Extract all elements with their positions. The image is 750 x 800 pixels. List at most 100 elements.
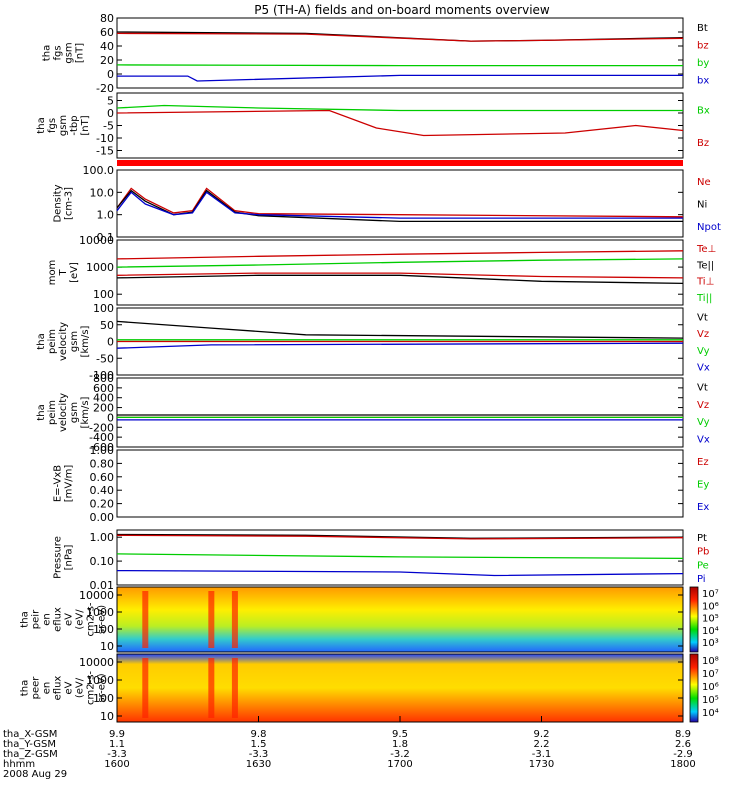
y-axis-label-line: peir — [31, 609, 42, 629]
x-row-label: hhmm — [3, 759, 35, 770]
legend-entry: Vt — [697, 383, 708, 394]
y-axis-label-line: tha — [20, 611, 31, 627]
colorbar-tick-label: 10⁴ — [702, 626, 719, 637]
y-axis-label-line: tha — [42, 45, 53, 61]
y-tick-label: 0.01 — [90, 579, 115, 592]
colorbar-tick-label: 10⁶ — [702, 682, 719, 693]
date-label: 2008 Aug 29 — [3, 769, 67, 780]
legend-entry: Vz — [697, 400, 709, 411]
legend-entry: Ti|| — [696, 293, 712, 304]
legend-entry: Bt — [697, 23, 708, 34]
series-pb — [116, 534, 684, 540]
y-axis-label-line: (eV/ — [75, 677, 86, 698]
series-ni — [116, 189, 683, 223]
series-ti- — [116, 250, 684, 260]
y-axis-label: momT[eV] — [47, 260, 80, 286]
y-axis-label-line: fgs — [47, 118, 58, 133]
y-axis-label-line: peim — [47, 329, 58, 354]
y-axis-label-line: eflux — [53, 607, 64, 632]
y-axis-label-line: -tbp — [69, 115, 80, 135]
y-tick-label: 100 — [93, 288, 114, 301]
panel-3: 100.0 10.0 1.0 0.1 Density[cm-3] Ne Ni Npot — [53, 164, 721, 244]
y-tick-label: 1.00 — [90, 531, 115, 544]
y-tick-label: 60 — [100, 26, 114, 39]
x-tick-label: 1630 — [246, 759, 271, 770]
y-axis-label: thapeirenefluxeV(eV/cm2-s-sr-eV) — [20, 602, 108, 636]
y-axis-label-line: [km/s] — [80, 325, 91, 357]
colorbar-frame — [689, 653, 699, 723]
y-tick-label: 10 — [100, 710, 114, 723]
y-axis-label-line: gsm — [64, 42, 75, 63]
y-axis-label-line: peer — [31, 676, 42, 700]
y-axis-label: E=-VxB[mV/m] — [53, 465, 75, 503]
x-tick-label: 1.5 — [251, 739, 267, 750]
x-tick-label: 1.8 — [392, 739, 408, 750]
y-axis-label-line: [nT] — [80, 115, 91, 135]
legend-entry: bz — [697, 40, 709, 51]
y-tick-label: -200 — [89, 421, 114, 434]
x-row-label: tha_Y-GSM — [3, 739, 56, 750]
series-te- — [116, 272, 684, 279]
series-bx — [117, 74, 683, 82]
y-tick-label: 0.80 — [90, 457, 115, 470]
series-pe — [116, 553, 684, 560]
x-tick-label: 2.6 — [675, 739, 691, 750]
x-tick-label: 8.9 — [675, 729, 691, 740]
x-tick-label: -3.1 — [532, 749, 552, 760]
y-tick-label: 1000 — [86, 261, 114, 274]
x-tick-label: 1700 — [387, 759, 412, 770]
x-tick-label: -2.9 — [673, 749, 693, 760]
legend-entry: Pb — [697, 547, 709, 558]
y-tick-label: -15 — [96, 145, 114, 158]
legend-entry: Ey — [697, 480, 709, 491]
y-axis-label-line: fgs — [53, 45, 64, 60]
x-tick-label: 9.8 — [251, 729, 267, 740]
series-npot — [116, 191, 683, 219]
y-tick-label: -50 — [96, 352, 114, 365]
x-tick-label: 1.1 — [109, 739, 125, 750]
colorbar-tick-label: 10⁶ — [702, 601, 719, 612]
y-axis-label-line: tha — [36, 333, 47, 349]
series-te-- — [116, 274, 684, 285]
legend-entry: Ez — [697, 457, 709, 468]
legend-entry: Ne — [697, 177, 711, 188]
legend-entry: Vz — [697, 329, 709, 340]
y-tick-label: 400 — [93, 392, 114, 405]
y-tick-label: -10 — [96, 132, 114, 145]
y-axis-label-line: [cm-3] — [64, 187, 75, 220]
y-tick-label: 1000 — [86, 606, 114, 619]
spectrogram-image — [117, 654, 683, 722]
y-tick-label: 0 — [107, 68, 114, 81]
y-axis-label: thapeerenefluxeV(eV/cm2-s-sr-eV) — [20, 671, 108, 705]
y-tick-label: 0.20 — [90, 498, 115, 511]
panel-2: 50-5-10-15 thafgsgsm-tbp[nT] Bx Bz — [36, 92, 710, 159]
y-tick-label: 10000 — [79, 656, 114, 669]
legend-entry: Vt — [697, 312, 708, 323]
series-ti-- — [116, 258, 684, 268]
y-tick-label: 200 — [93, 402, 114, 415]
legend-entry: Vy — [697, 346, 710, 357]
y-axis-label: thafgsgsm[nT] — [42, 42, 86, 63]
legend-entry: Npot — [697, 222, 721, 233]
y-axis-label-line: [eV] — [69, 262, 80, 283]
legend-entry: Pi — [697, 574, 706, 585]
y-axis-label-line: cm2-s- — [86, 671, 97, 705]
y-axis-label-line: velocity — [58, 322, 69, 361]
y-tick-label: 80 — [100, 12, 114, 25]
y-tick-label: 800 — [93, 372, 114, 385]
x-tick-label: 1730 — [529, 759, 554, 770]
y-axis-label: Pressure[nPa] — [53, 536, 75, 579]
x-tick-label: -3.3 — [107, 749, 127, 760]
colorbar-tick-label: 10⁸ — [702, 656, 719, 667]
y-axis-label-line: eV — [64, 681, 75, 694]
legend-entry: Pe — [697, 560, 709, 571]
series-bz — [116, 109, 684, 137]
colorbar-tick-label: 10⁷ — [702, 669, 719, 680]
panel-frame — [116, 586, 684, 653]
y-axis-label: thafgsgsm-tbp[nT] — [36, 115, 91, 136]
x-axis-table: tha_X-GSM 9.9 9.8 9.5 9.2 8.9 tha_Y-GSM 1.1 1.5 1… — [3, 716, 696, 780]
y-axis-label-line: mom — [47, 260, 58, 286]
y-tick-label: 0.40 — [90, 484, 115, 497]
legend-entry: Pt — [697, 533, 707, 544]
